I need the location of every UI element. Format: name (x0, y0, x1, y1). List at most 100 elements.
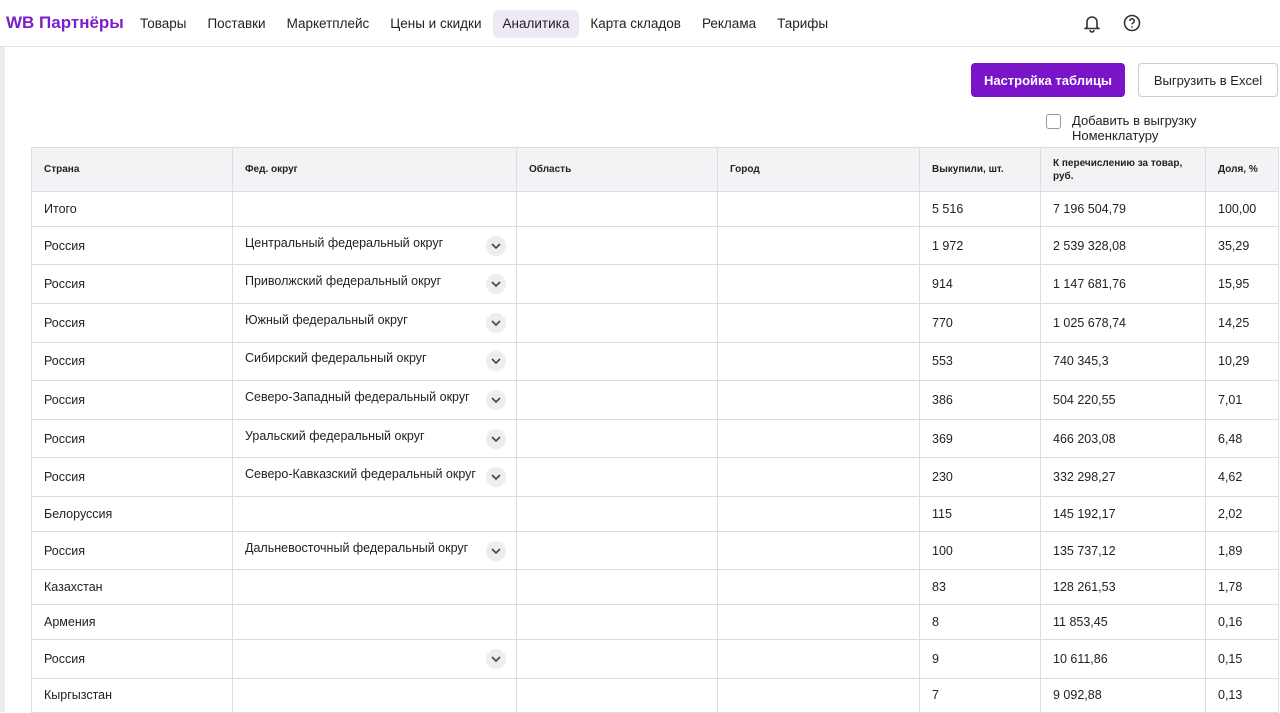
cell-text: 9 (932, 651, 939, 666)
expand-button[interactable] (486, 428, 506, 449)
cell-text: Северо-Кавказский федеральный округ (245, 467, 476, 482)
table-cell: 466 203,08 (1040, 418, 1206, 459)
cell-text: 100,00 (1218, 201, 1257, 216)
cell-text: 7,01 (1218, 392, 1243, 407)
expand-button[interactable] (486, 467, 506, 488)
table-cell (516, 341, 718, 382)
table-row: Россия Сибирский федеральный округ 553 740 … (31, 341, 1279, 382)
nav-item[interactable]: Маркетплейс (286, 16, 370, 31)
expand-button[interactable] (486, 648, 506, 669)
table-cell: Дальневосточный федеральный округ (232, 530, 517, 571)
table-cell: Сибирский федеральный округ (232, 341, 517, 382)
cell-text: Россия (44, 392, 85, 407)
nav-item[interactable]: Цены и скидки (390, 16, 482, 31)
table-cell: 2 539 328,08 (1040, 225, 1206, 266)
table-cell (516, 677, 718, 713)
chevron (491, 547, 501, 554)
table-cell (717, 604, 920, 640)
table-cell: 1,89 (1205, 530, 1279, 571)
table-row: Россия Дальневосточный федеральный округ 1… (31, 530, 1279, 571)
cell-text: Северо-Западный федеральный округ (245, 389, 470, 404)
table-cell (516, 302, 718, 343)
column-header: Доля, % (1205, 147, 1279, 192)
nav: Товары Поставки Маркетплейс Цены и скидки Ан… (130, 10, 839, 38)
expand-button[interactable] (486, 274, 506, 295)
cell-text: 83 (932, 580, 946, 595)
cell-text: 9 092,88 (1053, 688, 1102, 703)
expand-button[interactable] (486, 351, 506, 372)
table-cell (717, 677, 920, 713)
table-cell: Россия (31, 225, 233, 266)
cell-text: 770 (932, 315, 953, 330)
nav-item[interactable]: Карта складов (590, 16, 681, 31)
table-cell: Южный федеральный округ (232, 302, 517, 343)
cell-text: 2,02 (1218, 506, 1243, 521)
table-cell (516, 264, 718, 304)
cell-text: 0,16 (1218, 615, 1243, 630)
table-row: Армения 8 11 853,45 0,16 (31, 604, 1279, 640)
table-row: Россия Южный федеральный округ 770 1 025 67… (31, 302, 1279, 343)
cell-text: Центральный федеральный округ (245, 235, 444, 250)
chevron (491, 358, 501, 365)
cell-text: Армения (44, 615, 96, 630)
cell-text: Кыргызстан (44, 688, 113, 703)
checkbox[interactable] (1046, 114, 1061, 129)
table-cell: 1 972 (919, 225, 1041, 266)
nav-item[interactable]: Аналитика (492, 10, 580, 38)
table-cell: 100,00 (1205, 191, 1279, 227)
cell-text: 5 516 (932, 201, 964, 216)
nav-item[interactable]: Тарифы (777, 16, 829, 31)
top-bar: WB Партнёры Товары Поставки Маркетплейс Цен… (0, 0, 1280, 47)
expand-button[interactable] (486, 389, 506, 410)
chevron (491, 320, 501, 326)
checkbox-label[interactable]: Добавить в выгрузку Номенклатуру (1072, 113, 1197, 143)
bell-icon[interactable] (1082, 13, 1102, 33)
expand-button[interactable] (486, 235, 506, 256)
nav-item[interactable]: Товары (140, 16, 187, 31)
table-row: Россия 9 10 611,86 0,15 (31, 638, 1279, 679)
table-cell: Россия (31, 341, 233, 382)
cell-text: 230 (932, 470, 953, 485)
table-cell: 553 (919, 341, 1041, 382)
table-cell (232, 677, 517, 713)
cell-text: 145 192,17 (1053, 506, 1116, 521)
cell-text: Россия (44, 354, 85, 369)
table-row: Итого 5 516 7 196 504,79 100,00 (31, 191, 1279, 227)
table-cell: 14,25 (1205, 302, 1279, 343)
cell-text: 1 147 681,76 (1053, 277, 1126, 292)
table-cell: 11 853,45 (1040, 604, 1206, 640)
cell-text: 0,15 (1218, 651, 1243, 666)
table-cell: Кыргызстан (31, 677, 233, 713)
cell-text: Россия (44, 543, 85, 558)
column-header: Выкупили, шт. (919, 147, 1041, 192)
table-cell: 83 (919, 569, 1041, 606)
table-row: Россия Приволжский федеральный округ 914 1 … (31, 264, 1279, 304)
logo[interactable]: WB Партнёры (6, 13, 124, 32)
cell-text: 386 (932, 392, 953, 407)
settings-button[interactable]: Настройка таблицы (971, 63, 1125, 97)
column-header: Город (717, 147, 920, 192)
nav-item[interactable]: Поставки (207, 16, 266, 31)
table-cell (717, 380, 920, 420)
cell-text: 914 (932, 277, 953, 292)
expand-button[interactable] (486, 540, 506, 561)
cell-text: 553 (932, 354, 953, 369)
cell-text: 2 539 328,08 (1053, 238, 1126, 253)
nav-item[interactable]: Реклама (701, 16, 757, 31)
cell-text: Россия (44, 431, 85, 446)
cell-text: 4,62 (1218, 470, 1243, 485)
table: Страна Фед. округ Область Город Выкупили, шт… (31, 147, 1279, 713)
cell-text: 504 220,55 (1053, 392, 1116, 407)
table-cell: 9 092,88 (1040, 677, 1206, 713)
cell-text: 8 (932, 615, 939, 630)
table-cell (516, 191, 718, 227)
help-icon[interactable] (1122, 13, 1142, 33)
cell-text: 466 203,08 (1053, 431, 1116, 446)
table-cell: 5 516 (919, 191, 1041, 227)
expand-button[interactable] (486, 312, 506, 333)
cell-text: 7 196 504,79 (1053, 201, 1126, 216)
export-button[interactable]: Выгрузить в Excel (1138, 63, 1278, 97)
table-cell: 35,29 (1205, 225, 1279, 266)
table-cell (516, 457, 718, 497)
